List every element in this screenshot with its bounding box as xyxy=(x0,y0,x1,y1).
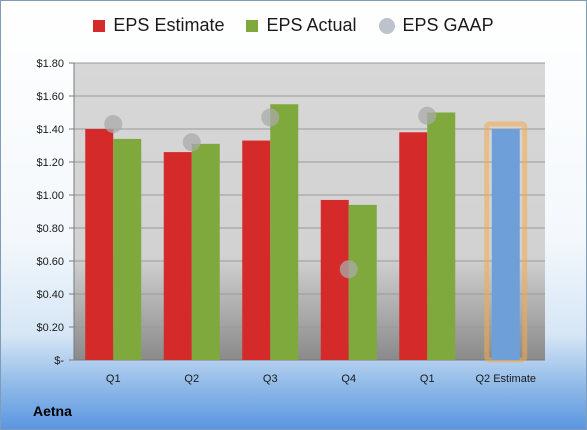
bar-q2-estimate xyxy=(491,129,520,360)
legend-label-eps-actual: EPS Actual xyxy=(266,15,357,35)
y-tick-label: $0.60 xyxy=(36,256,64,268)
x-tick-label: Q1 xyxy=(420,373,435,385)
legend-item-eps-actual: EPS Actual xyxy=(246,15,357,36)
x-tick-label: Q1 xyxy=(106,373,121,385)
y-tick-label: $1.00 xyxy=(36,190,64,202)
y-tick-label: $- xyxy=(54,355,64,367)
x-tick-label: Q2 Estimate xyxy=(475,373,536,385)
point-eps-gaap xyxy=(104,115,123,134)
bar-eps-estimate xyxy=(320,199,349,360)
point-eps-gaap xyxy=(418,106,437,125)
legend: EPS Estimate EPS Actual EPS GAAP xyxy=(1,15,586,36)
point-eps-gaap xyxy=(182,133,201,152)
bar-eps-estimate xyxy=(399,132,428,360)
legend-swatch-eps-estimate xyxy=(93,19,106,32)
legend-label-eps-gaap: EPS GAAP xyxy=(402,15,494,35)
y-tick-label: $1.20 xyxy=(36,157,64,169)
bar-eps-estimate xyxy=(242,140,271,360)
bar-eps-actual xyxy=(427,112,456,360)
plot-area xyxy=(74,63,545,360)
point-eps-gaap xyxy=(261,108,280,127)
x-tick-label: Q3 xyxy=(263,373,278,385)
y-tick-label: $0.40 xyxy=(36,289,64,301)
bar-eps-estimate xyxy=(163,152,192,360)
x-tick-label: Q4 xyxy=(341,373,356,385)
bar-eps-actual xyxy=(270,104,299,360)
point-eps-gaap xyxy=(339,260,358,279)
x-tick-label: Q2 xyxy=(184,373,199,385)
y-tick-label: $1.60 xyxy=(36,91,64,103)
legend-swatch-eps-gaap xyxy=(378,17,395,34)
y-tick-label: $0.20 xyxy=(36,322,64,334)
legend-item-eps-estimate: EPS Estimate xyxy=(93,15,224,36)
y-tick-label: $0.80 xyxy=(36,223,64,235)
bar-eps-estimate xyxy=(85,129,114,360)
y-tick-label: $1.40 xyxy=(36,124,64,136)
bar-eps-actual xyxy=(191,143,220,360)
legend-label-eps-estimate: EPS Estimate xyxy=(113,15,225,35)
bar-eps-actual xyxy=(348,204,377,360)
company-name: Aetna xyxy=(33,403,72,419)
bar-eps-actual xyxy=(113,138,142,360)
legend-item-eps-gaap: EPS GAAP xyxy=(378,15,494,36)
legend-swatch-eps-actual xyxy=(246,19,259,32)
y-tick-label: $1.80 xyxy=(36,58,64,70)
